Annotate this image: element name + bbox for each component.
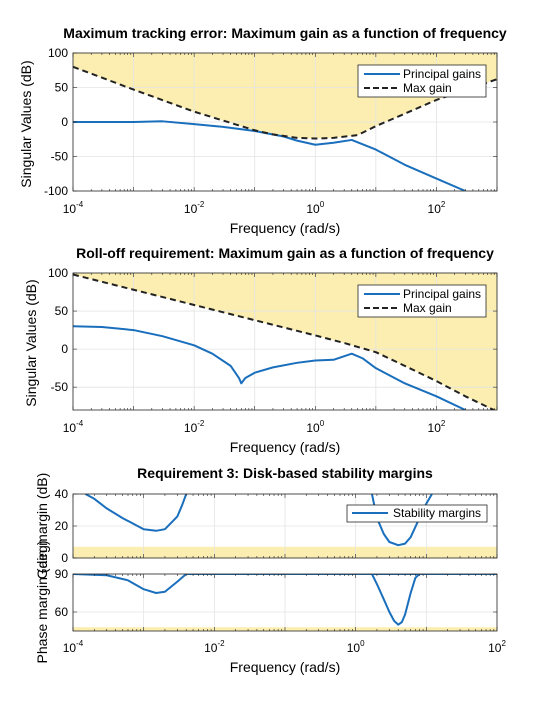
- panel-3-gain-ylabel: Gain margin (dB): [34, 473, 50, 580]
- panel-2-principal-gains-line: [73, 325, 466, 410]
- panel-3-gain-stability-margins-line: [84, 494, 188, 532]
- panel-1: Maximum tracking error: Maximum gain as …: [18, 25, 507, 236]
- panel-3-phase-xtick-label: 10-2: [204, 639, 225, 655]
- panel-1-legend-maxgain: Max gain: [403, 81, 452, 95]
- panel-3-phase-plot-area: 60 90 10-4 10-2 100 102: [55, 567, 507, 655]
- panel-1-ytick-label: 100: [48, 46, 68, 60]
- panel-2-legend-box: [357, 284, 487, 318]
- panel-1-legend-box: [357, 64, 487, 98]
- panel-2-xtick-label: 10-2: [184, 419, 205, 435]
- panel-1-xtick-label: 102: [428, 200, 446, 216]
- panel-3-phase-ylabel: Phase margin (deg): [34, 541, 50, 664]
- panel-2-title: Roll-off requirement: Maximum gain as a …: [76, 245, 494, 261]
- panel-2-legend-maxgain: Max gain: [403, 301, 452, 315]
- panel-3-xlabel: Frequency (rad/s): [230, 659, 340, 675]
- panel-2-ytick-label: 50: [55, 304, 69, 318]
- panel-2-max-gain-line: [73, 273, 497, 410]
- panel-1-ytick-label: -50: [51, 150, 69, 164]
- panel-3-phase-stability-margins-line: [73, 574, 497, 594]
- panel-2-ytick-label: -50: [51, 380, 69, 394]
- panel-1-legend: Principal gains Max gain: [357, 64, 487, 98]
- panel-3-phase-xtick-label: 10-4: [63, 639, 84, 655]
- panel-1-xtick-label: 10-4: [63, 200, 84, 216]
- panel-2-ytick-label: 100: [48, 266, 68, 280]
- panel-3-gain-plot-area: 0 20 40: [55, 487, 498, 565]
- panel-3-gain-ytick-label: 0: [61, 551, 68, 565]
- panel-1-xlabel: Frequency (rad/s): [230, 220, 340, 236]
- panel-1-title: Maximum tracking error: Maximum gain as …: [63, 25, 507, 41]
- panel-3-gain-ytick-label: 40: [55, 487, 69, 501]
- panel-1-xtick-label: 10-2: [184, 200, 205, 216]
- panel-3-legend-box: [346, 504, 488, 523]
- panel-1-legend-principal: Principal gains: [403, 67, 481, 81]
- panel-1-xtick-label: 100: [306, 200, 324, 216]
- panel-2-ylabel: Singular Values (dB): [23, 279, 39, 406]
- panel-2-xtick-label: 100: [306, 419, 324, 435]
- panel-2-frame: [72, 272, 498, 411]
- panel-1-ytick-label: 50: [55, 81, 69, 95]
- panel-2-ytick-label: 0: [61, 342, 68, 356]
- panel-3-phase-ytick-label: 90: [55, 567, 69, 581]
- panel-2-xtick-label: 102: [428, 419, 446, 435]
- panel-3-phase-ytick-label: 60: [55, 605, 69, 619]
- panel-2-legend: Principal gains Max gain: [357, 284, 487, 318]
- panel-1-ytick-label: 0: [61, 115, 68, 129]
- panel-2: Roll-off requirement: Maximum gain as a …: [23, 245, 498, 455]
- panel-3-phase-stability-margins-line: [371, 574, 421, 626]
- panel-3-legend-stability: Stability margins: [393, 506, 481, 520]
- panel-1-ytick-label: -100: [44, 184, 68, 198]
- panel-3-gain-ytick-label: 20: [55, 519, 69, 533]
- panel-1-max-gain-line: [73, 65, 497, 140]
- panel-2-xtick-label: 10-4: [63, 419, 84, 435]
- panel-3-phase-xtick-label: 102: [488, 639, 506, 655]
- panel-1-principal-gains-line: [73, 120, 466, 191]
- panel-2-legend-principal: Principal gains: [403, 287, 481, 301]
- panel-3-title: Requirement 3: Disk-based stability marg…: [137, 465, 433, 481]
- panel-3-legend: Stability margins: [346, 504, 488, 523]
- panel-2-xlabel: Frequency (rad/s): [230, 439, 340, 455]
- panel-3-phase-xtick-label: 100: [347, 639, 365, 655]
- panel-1-ylabel: Singular Values (dB): [18, 60, 34, 187]
- panel-3: Requirement 3: Disk-based stability marg…: [34, 465, 506, 675]
